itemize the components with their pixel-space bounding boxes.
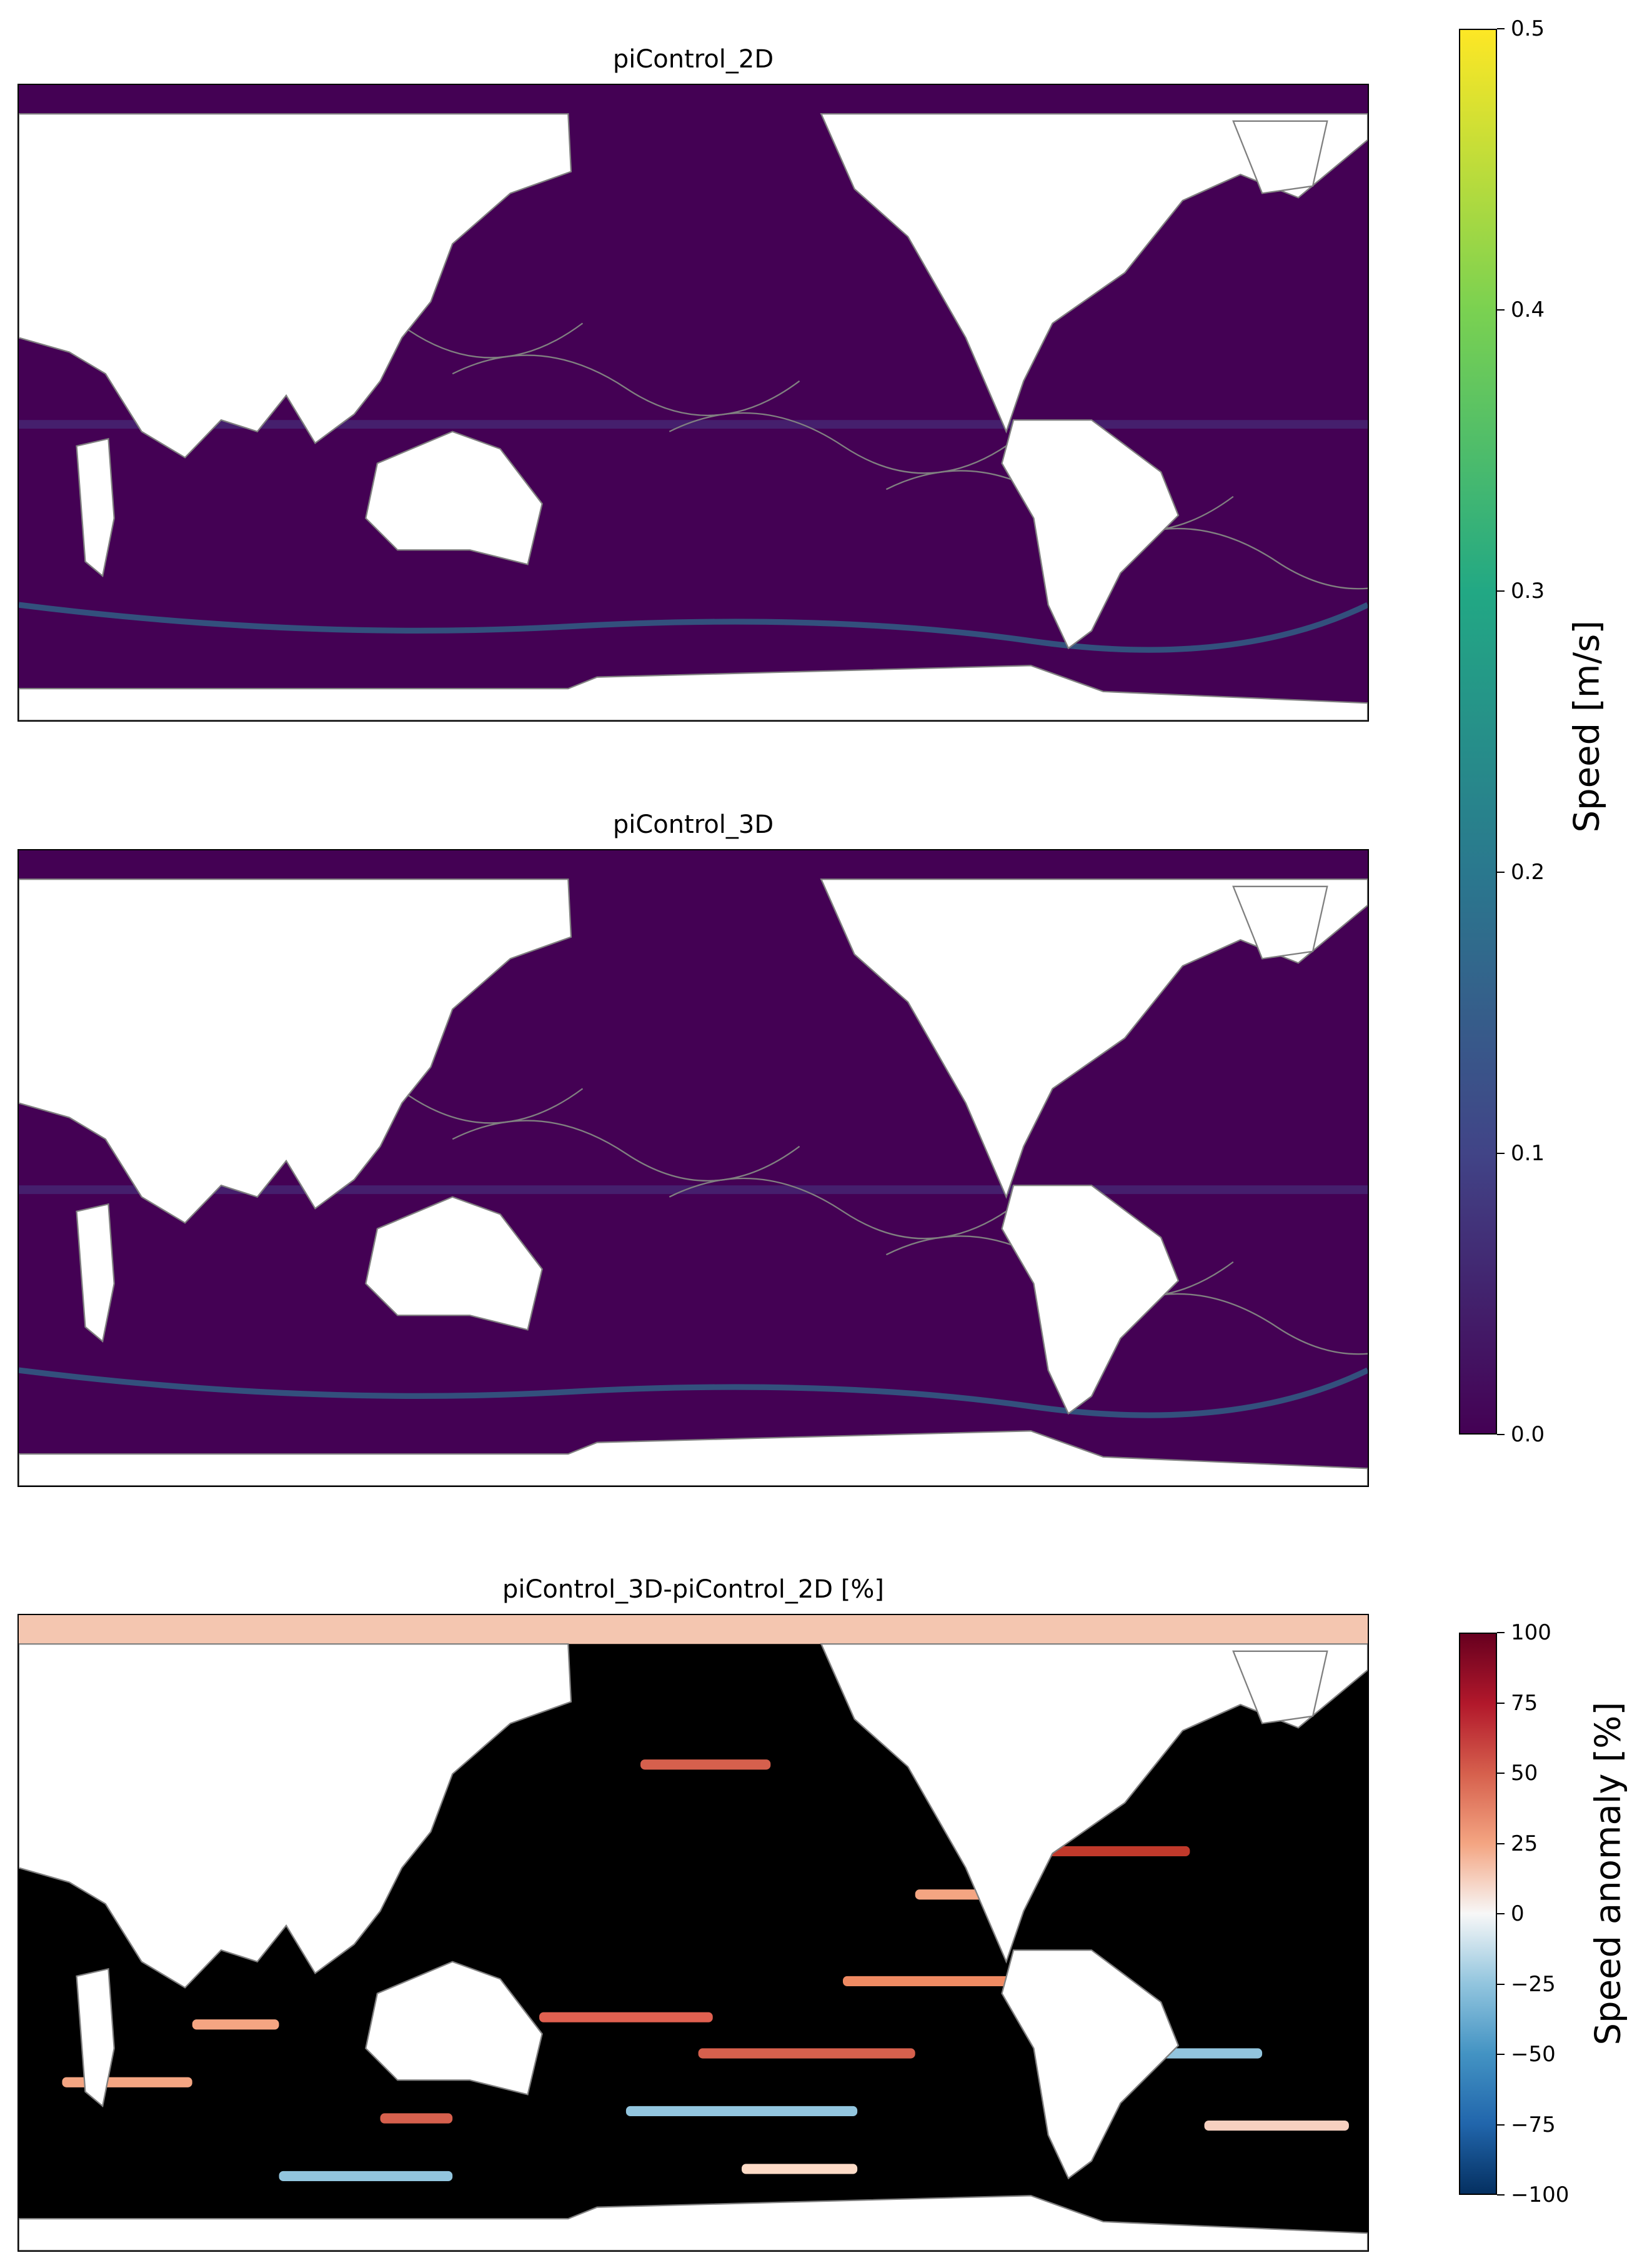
colorbar-tick: −100 bbox=[1497, 2182, 1569, 2207]
circumpolar-current bbox=[19, 602, 1368, 653]
anomaly-streak bbox=[380, 2113, 453, 2124]
colorbar-tick: 0.3 bbox=[1497, 579, 1545, 604]
anomaly-streak bbox=[742, 2164, 858, 2174]
colorbar-tick: −50 bbox=[1497, 2042, 1556, 2067]
land-mass bbox=[76, 1967, 115, 2107]
colorbar-tick: 0 bbox=[1497, 1901, 1525, 1926]
speed-colorbar-label: Speed [m/s] bbox=[1566, 620, 1608, 833]
land-mass bbox=[19, 1430, 1368, 1486]
map-picontrol-3d bbox=[17, 849, 1369, 1487]
land-mass bbox=[1001, 1185, 1180, 1415]
arctic-anomaly bbox=[19, 1615, 1368, 1644]
bathymetry-contour bbox=[669, 1177, 1017, 1240]
anomaly-streak bbox=[1030, 1846, 1190, 1856]
land-mass bbox=[365, 1961, 543, 2096]
anomaly-colorbar bbox=[1459, 1633, 1497, 2195]
colorbar-tick: 0.2 bbox=[1497, 860, 1545, 885]
speed-colorbar bbox=[1459, 29, 1497, 1435]
land-mass bbox=[1001, 1949, 1180, 2180]
land-mass bbox=[1001, 419, 1180, 650]
land-mass bbox=[1232, 120, 1328, 194]
land-mass bbox=[19, 113, 572, 459]
anomaly-colorbar-label: Speed anomaly [%] bbox=[1588, 1701, 1629, 2046]
colorbar-tick: 0.5 bbox=[1497, 16, 1545, 41]
anomaly-streak bbox=[1204, 2120, 1349, 2131]
land-mass bbox=[19, 1643, 572, 1989]
colorbar-tick: 0.4 bbox=[1497, 297, 1545, 322]
map-picontrol-2d bbox=[17, 84, 1369, 722]
map-anomaly bbox=[17, 1614, 1369, 2252]
panel-title-diff: piControl_3D-piControl_2D [%] bbox=[502, 1575, 885, 1604]
anomaly-streak bbox=[192, 2019, 279, 2030]
colorbar-tick: 25 bbox=[1497, 1831, 1538, 1856]
bathymetry-contour bbox=[669, 412, 1017, 474]
land-mass bbox=[365, 1196, 543, 1331]
panel-title-2d: piControl_2D bbox=[612, 45, 774, 74]
land-mass bbox=[820, 1643, 1368, 1964]
land-mass bbox=[820, 878, 1368, 1199]
land-mass bbox=[1232, 885, 1328, 960]
land-mass bbox=[76, 1203, 115, 1343]
anomaly-streak bbox=[698, 2048, 915, 2059]
colorbar-tick: −25 bbox=[1497, 1972, 1556, 1997]
anomaly-streak bbox=[539, 2012, 713, 2022]
bathymetry-contour bbox=[452, 1120, 800, 1181]
colorbar-tick: 0.1 bbox=[1497, 1141, 1545, 1166]
circumpolar-current bbox=[19, 1367, 1368, 1418]
anomaly-streak bbox=[625, 2106, 858, 2117]
land-mass bbox=[820, 113, 1368, 434]
bathymetry-contour bbox=[452, 354, 800, 416]
colorbar-tick: 0.0 bbox=[1497, 1422, 1545, 1447]
land-mass bbox=[1232, 1650, 1328, 1724]
anomaly-streak bbox=[62, 2077, 192, 2087]
land-mass bbox=[365, 430, 543, 565]
panel-title-3d: piControl_3D bbox=[612, 810, 774, 839]
land-mass bbox=[19, 878, 572, 1224]
land-mass bbox=[19, 665, 1368, 720]
land-mass bbox=[76, 437, 115, 577]
anomaly-streak bbox=[640, 1759, 771, 1770]
colorbar-tick: 50 bbox=[1497, 1761, 1538, 1786]
colorbar-tick: 75 bbox=[1497, 1691, 1538, 1716]
land-mass bbox=[19, 2195, 1368, 2251]
anomaly-streak bbox=[279, 2171, 453, 2182]
colorbar-tick: 100 bbox=[1497, 1620, 1551, 1645]
colorbar-tick: −75 bbox=[1497, 2112, 1556, 2137]
